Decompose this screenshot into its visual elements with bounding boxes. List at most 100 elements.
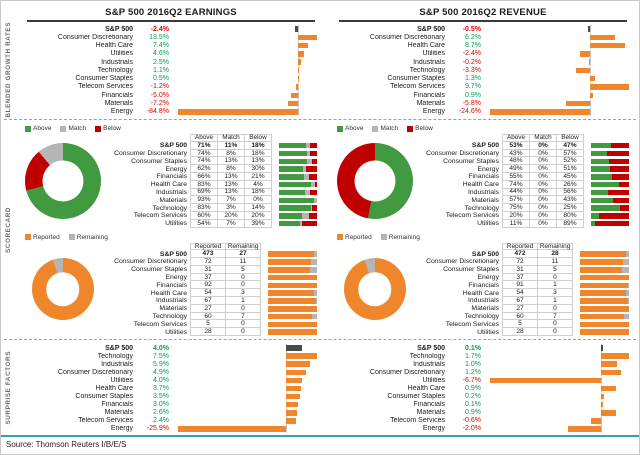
section-divider [4,339,636,340]
table-row: Telecom Services 20% 0% 80% [419,212,629,220]
value-cell: 83% [190,204,218,212]
bar-track [178,33,317,42]
row-label: Consumer Staples [131,266,187,274]
bar-track [490,360,629,368]
donut-hole [354,160,396,202]
bar-track [178,352,317,360]
bar-row: Consumer Discretionary 6.2% [327,33,629,42]
row-label: Utilities [477,328,499,336]
zero-axis [297,99,299,108]
bar-segment [611,142,629,149]
sector-value: 6.2% [465,33,481,41]
bar-segment [580,267,623,273]
sector-label: Industrials [101,58,133,66]
legend-item: Reported [25,234,60,241]
value-bar [297,42,309,49]
row-label: Consumer Staples [443,266,499,274]
bar-segment [591,220,596,227]
bar-segment [268,282,317,289]
sector-label: Technology [97,352,133,360]
bar-segment [311,205,317,211]
bar-row: Health Care 8.7% [327,41,629,50]
sector-value: 3.5% [153,393,169,401]
table-header-row: Reported Remaining [107,242,317,251]
header-bar-spacer [591,135,629,141]
bar-track [490,400,629,409]
revenue-reported-table: Reported Remaining S&P 500 472 28 Consumer Di… [419,242,629,337]
value-cell: 0% [245,196,272,205]
value-cell: 0% [530,181,557,189]
sector-value: 4.6% [153,50,169,58]
legend-swatch [380,234,387,240]
value-cell: 11% [502,220,530,228]
earnings-beat-miss-donut-chart [25,142,101,219]
row-label: Telecom Services [133,320,187,328]
row-label: Technology [152,204,187,212]
value-bar [589,92,594,98]
sector-value: -5.0% [150,91,169,99]
bar-segment [268,267,311,273]
earnings-scorecard-table: Above Match Below S&P 500 71% 11% 18% Consumer … [107,134,317,228]
row-label: Industrials [156,297,187,305]
stacked-bar [268,290,317,296]
bar-segment [609,166,629,172]
value-cell: 13% [218,173,245,181]
sector-value: 3.7% [153,385,169,393]
value-cell: 37 [190,274,226,282]
revenue-reported-body: Reported Remaining S&P 500 472 28 Consumer Di… [327,242,629,337]
value-bar [600,353,629,359]
earnings-reported-body: Reported Remaining S&P 500 473 27 Consumer Di… [15,242,317,337]
table-row: Utilities 54% 7% 39% [107,220,317,228]
value-cell: 60 [190,313,226,321]
zero-axis [600,376,602,385]
bar-segment [268,306,317,312]
legend-label: Reported [345,233,372,241]
sector-value: -2.0% [462,425,481,433]
value-cell: 1 [538,281,573,290]
row-label: Industrials [156,188,187,196]
stacked-bar [580,259,629,265]
bar-segment [302,166,306,172]
value-cell: 14% [245,204,272,212]
header-bar-spacer [279,135,317,141]
bar-segment [279,189,306,196]
value-cell: 30% [245,165,272,173]
bar-row: Industrials -0.2% [327,58,629,66]
zero-axis [600,425,602,433]
source-text: Source: Thomson Reuters I/B/E/S [6,440,127,449]
value-cell: 0% [530,165,557,173]
bar-segment [580,329,629,335]
table-row: Consumer Discretionary 72 11 [419,258,629,266]
sector-value: 4.0% [153,344,169,352]
value-cell: 71% [190,142,218,150]
value-bar [589,84,629,90]
row-label: Consumer Discretionary [426,149,499,157]
sector-label: Consumer Staples [387,75,445,83]
value-cell: 5 [190,320,226,329]
surprise-panels: S&P 500 4.0% Technology 7.5% Industrials 5.9%… [15,341,639,435]
zero-axis [589,108,591,116]
value-cell: 20% [218,212,245,220]
bar-segment [268,313,312,320]
value-cell: 5 [538,266,573,274]
bar-row: Technology -3.3% [327,66,629,75]
stacked-bar [591,166,629,172]
value-cell: 25% [557,204,584,212]
bar-track [490,33,629,42]
bar-segment [591,158,610,165]
value-cell: 11 [538,258,573,266]
value-bar [579,51,590,57]
table-row: S&P 500 53% 0% 47% [419,142,629,150]
value-cell: 473 [190,250,226,259]
value-cell: 28 [190,328,226,337]
value-cell: 31 [190,266,226,274]
value-bar [588,59,590,65]
bar-segment [310,181,316,188]
sector-label: Consumer Staples [75,75,133,83]
sector-label: Health Care [95,385,133,393]
sector-value: 2.4% [153,417,169,425]
value-cell: 51% [557,165,584,173]
bar-row: Financials 0.9% [327,91,629,99]
value-bar [490,109,590,115]
bar-track [178,344,317,352]
